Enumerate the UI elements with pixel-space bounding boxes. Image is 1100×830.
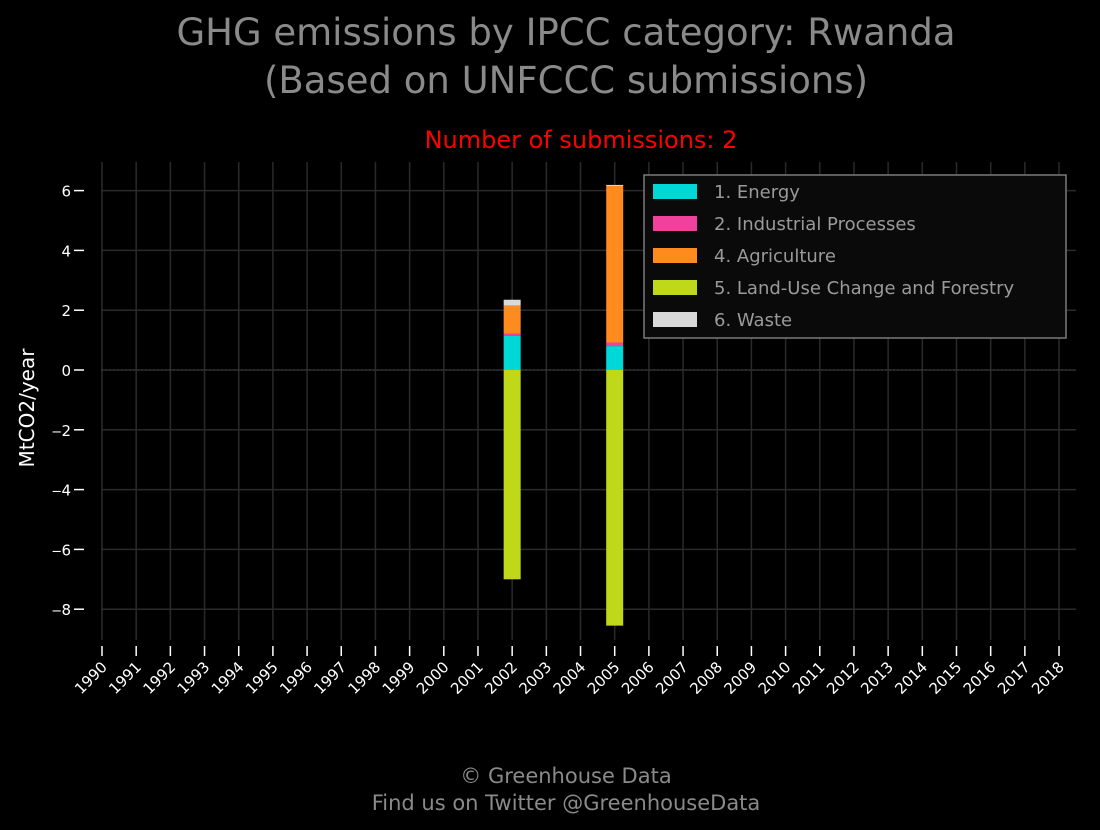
x-tick-label: 2018 [1028,658,1068,698]
bar-segment [606,184,624,186]
x-tick-label: 2006 [618,658,658,698]
y-tick-label: ‒8 [52,601,71,619]
y-tick-label: 0 [61,362,71,380]
bars [503,184,624,626]
x-tick-label: 2000 [413,658,453,698]
x-tick-label: 2012 [823,658,863,698]
x-tick-label: 2003 [515,658,555,698]
y-tick-label: 6 [61,183,71,201]
legend: 1. Energy 2. Industrial Processes 4. Agric… [643,174,1067,339]
y-tick-label: 4 [61,242,71,260]
chart-title-line2: (Based on UNFCCC submissions) [264,59,868,102]
chart-title-line1: GHG emissions by IPCC category: Rwanda [176,11,955,54]
legend-swatch [653,216,697,231]
y-tick-label: ‒2 [52,422,71,440]
legend-label: 6. Waste [714,310,792,331]
x-tick-label: 2014 [891,658,931,698]
bar-segment [606,370,624,626]
bar-segment [503,335,521,370]
x-tick-label: 2017 [994,658,1034,698]
legend-label: 2. Industrial Processes [714,214,916,235]
x-tick-label: 2002 [481,658,521,698]
legend-swatch [653,248,697,263]
x-tick-label: 1994 [208,658,248,698]
x-tick-label: 1993 [174,658,214,698]
legend-box [643,174,1067,339]
x-tick-label: 1996 [276,658,316,698]
x-tick-label: 1991 [105,658,145,698]
x-tick-label: 2011 [789,658,829,698]
y-tick-label: ‒4 [52,482,71,500]
legend-label: 5. Land-Use Change and Forestry [714,278,1014,299]
x-tick-label: 2016 [960,658,1000,698]
legend-label: 1. Energy [714,182,800,203]
x-tick-label: 1997 [310,658,350,698]
x-tick-label: 2005 [584,658,624,698]
x-tick-label: 1992 [139,658,179,698]
x-axis-ticks: 1990199119921993199419951996199719981999… [71,646,1068,698]
x-tick-label: 2007 [652,658,692,698]
bar-segment [503,333,521,336]
footer-twitter: Find us on Twitter @GreenhouseData [372,791,761,815]
y-axis-label: MtCO2/year [15,348,39,468]
x-tick-label: 2004 [550,658,590,698]
bar-segment [606,342,624,347]
bar-segment [503,299,521,306]
y-tick-label: 2 [61,302,71,320]
x-tick-label: 2009 [721,658,761,698]
bar-segment [503,305,521,334]
legend-label: 4. Agriculture [714,246,836,267]
x-tick-label: 2008 [686,658,726,698]
y-tick-label: ‒6 [52,541,71,559]
x-tick-label: 1990 [71,658,111,698]
bar-segment [606,185,624,343]
x-tick-label: 1998 [345,658,385,698]
bar-segment [606,346,624,370]
x-tick-label: 1995 [242,658,282,698]
y-axis-ticks: 6 4 2 0 ‒2 ‒4 ‒6 ‒8 [52,183,84,619]
x-tick-label: 2015 [926,658,966,698]
legend-swatch [653,312,697,327]
x-tick-label: 2013 [857,658,897,698]
footer-copyright: © Greenhouse Data [460,764,671,788]
x-tick-label: 2001 [447,658,487,698]
x-tick-label: 2010 [755,658,795,698]
legend-swatch [653,280,697,295]
bar-segment [503,370,521,580]
chart-subtitle: Number of submissions: 2 [425,126,738,154]
x-tick-label: 1999 [379,658,419,698]
legend-swatch [653,184,697,199]
